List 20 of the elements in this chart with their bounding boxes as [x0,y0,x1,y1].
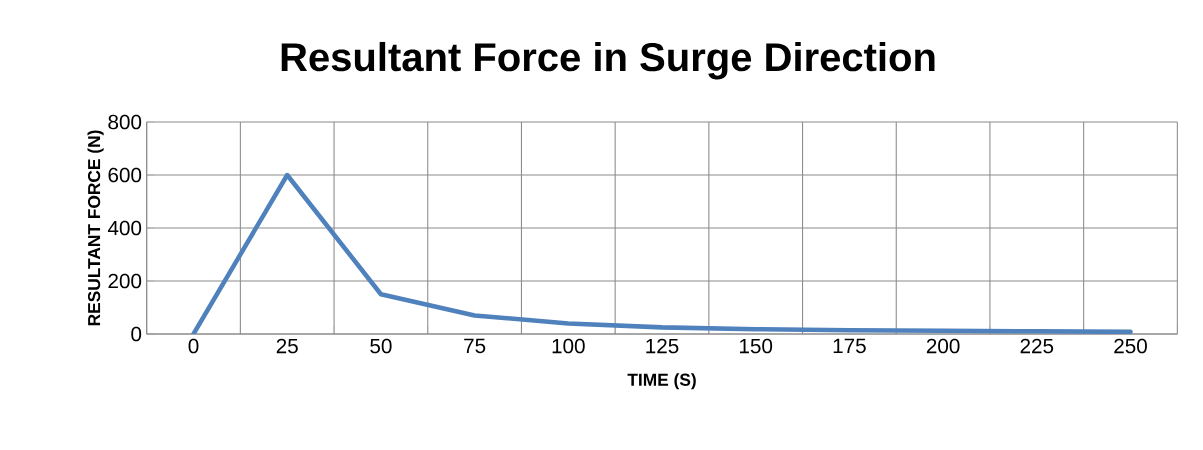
x-tick-label: 100 [552,338,585,354]
x-tick-label: 0 [188,338,199,354]
x-tick-label: 75 [464,338,486,354]
y-tick-label: 0 [131,326,142,342]
x-tick-label: 150 [740,338,773,354]
x-axis-title: TIME (S) [627,373,696,390]
x-tick-label: 250 [1114,338,1147,354]
y-tick-label: 800 [108,114,142,130]
line-series [191,172,1133,334]
x-tick-label: 200 [926,338,960,354]
x-tick-label: 125 [646,338,679,354]
x-tick-label: 25 [276,338,298,354]
x-tick-label: 175 [833,338,866,354]
y-tick-label: 200 [108,273,142,289]
x-tick-label: 50 [370,338,392,354]
y-tick-label: 600 [108,167,142,183]
x-tick-label: 225 [1020,338,1054,354]
y-tick-label: 400 [107,220,142,236]
y-axis-title: RESULTANT FORCE (N) [87,130,104,326]
chart-title: Resultant Force in Surge Direction [281,41,935,80]
